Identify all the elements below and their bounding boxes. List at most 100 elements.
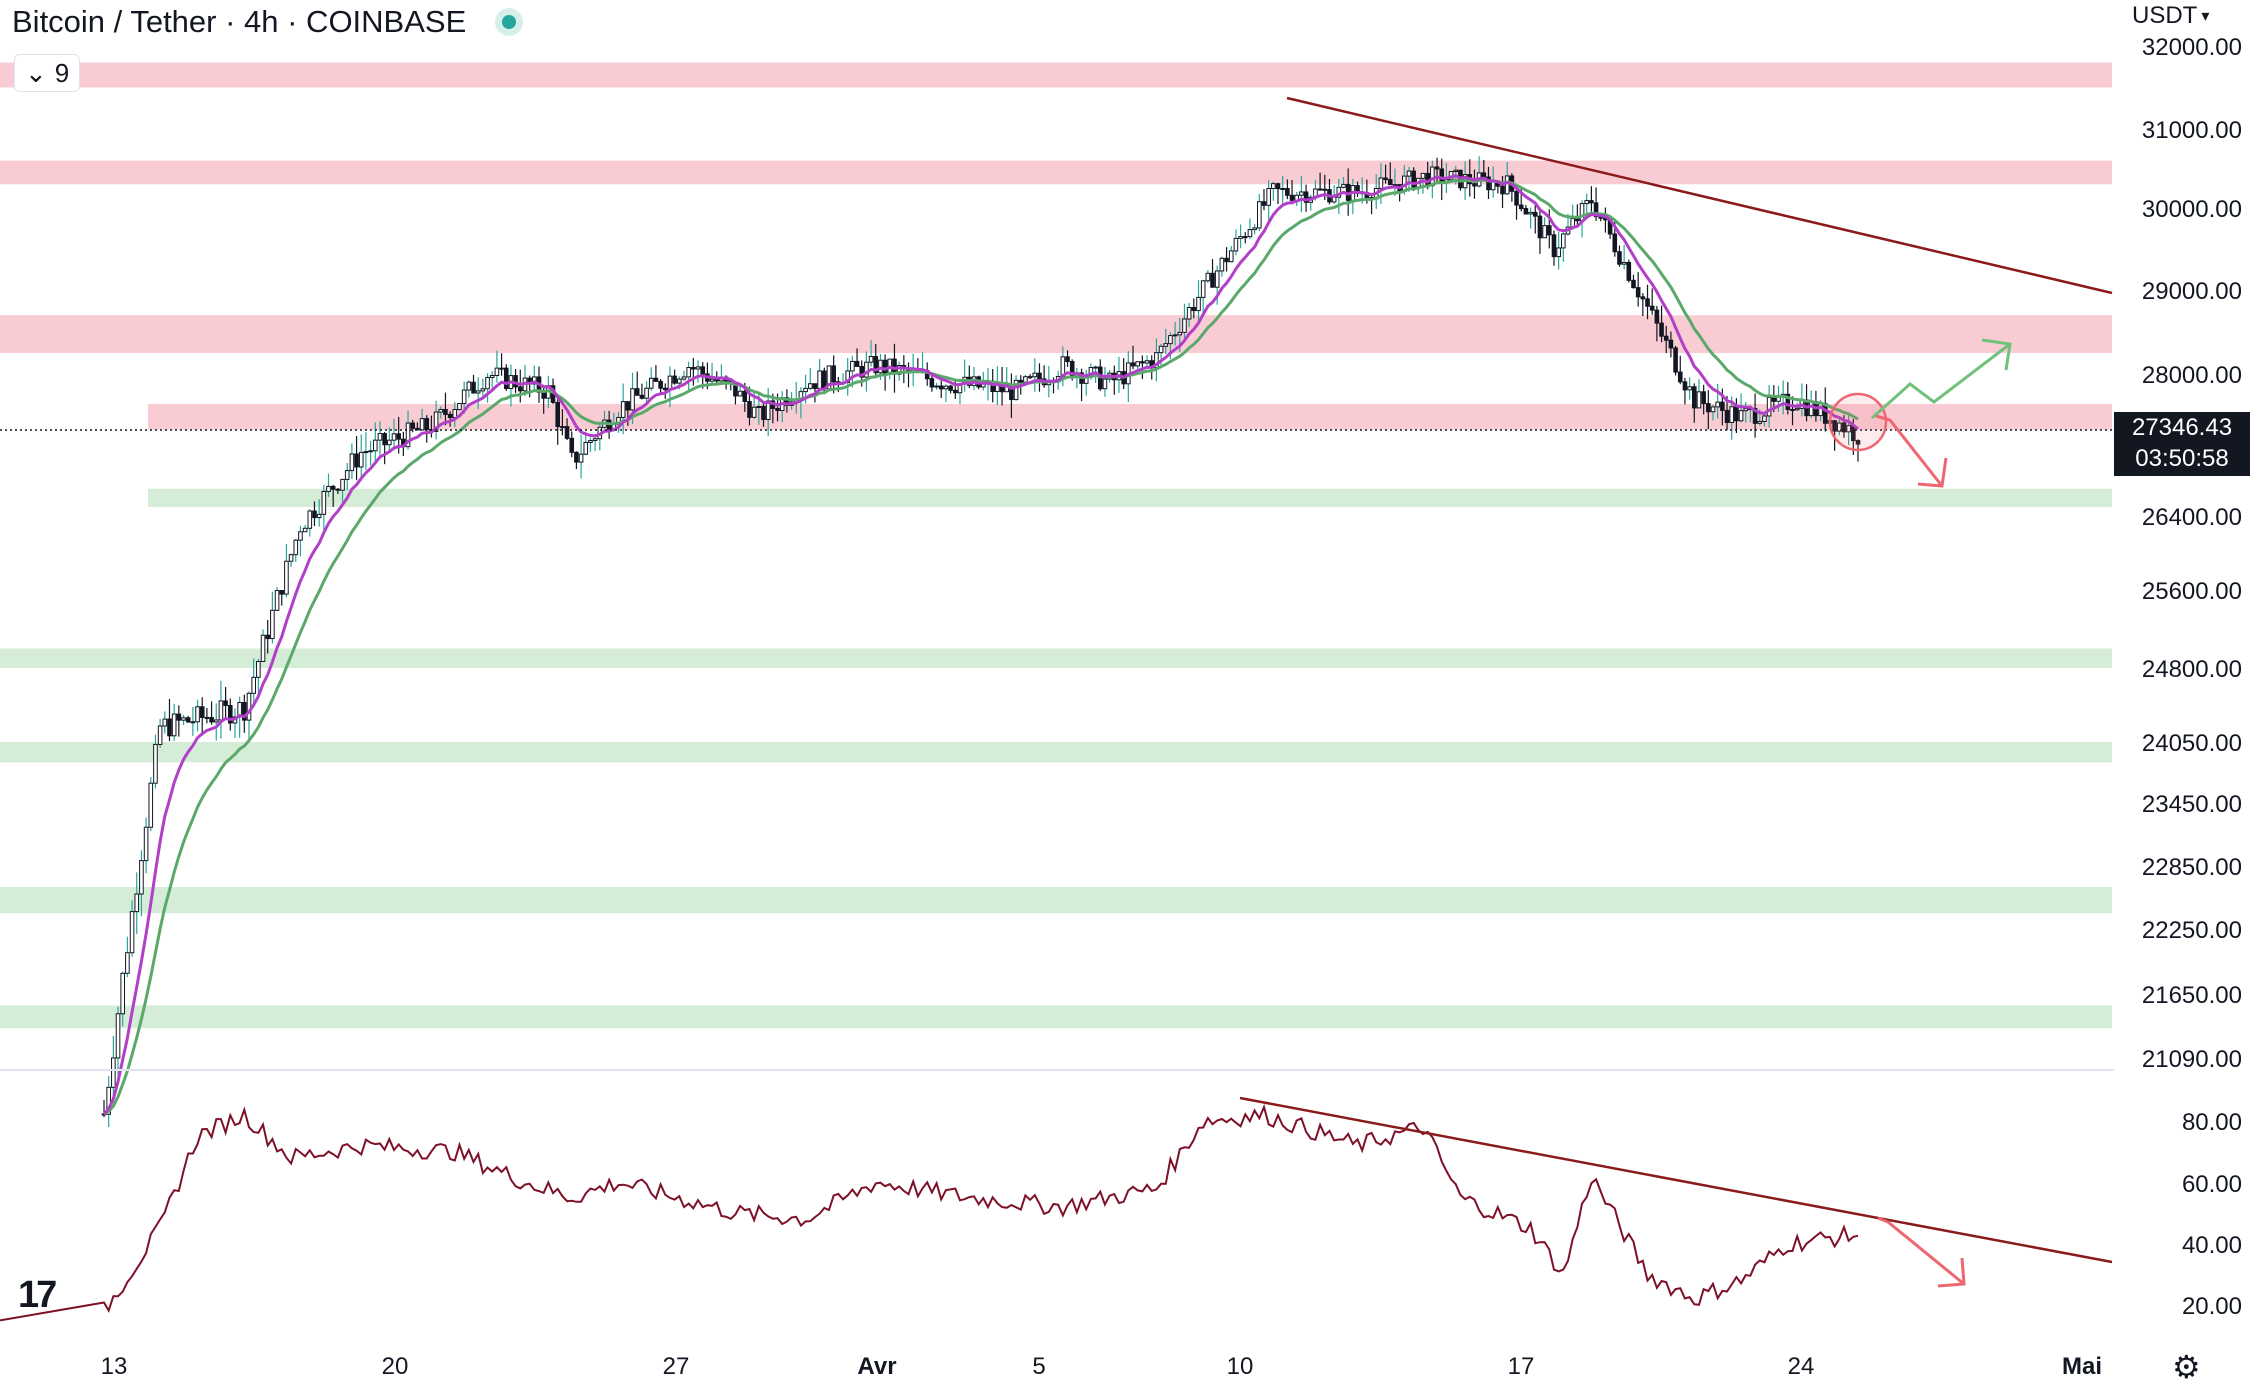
candle-body <box>943 385 949 390</box>
highlight-circle <box>1828 392 1888 452</box>
candle-body <box>1790 408 1795 411</box>
candle-body <box>1546 225 1552 236</box>
support-zone <box>148 488 2112 507</box>
candle-body <box>1032 372 1038 378</box>
candle-body <box>457 402 462 411</box>
candle-body <box>363 451 369 454</box>
x-tick-label: 27 <box>663 1353 690 1380</box>
candle-body <box>1808 401 1814 417</box>
gear-icon[interactable]: ⚙ <box>2172 1349 2201 1385</box>
candle-body <box>1299 191 1304 196</box>
x-tick-label: 17 <box>1508 1353 1535 1380</box>
candle-body <box>1383 177 1388 181</box>
candle-body <box>1210 272 1215 288</box>
candle-body <box>1734 406 1739 422</box>
candle-body <box>648 377 654 389</box>
candle-body <box>223 700 228 707</box>
candle-body <box>162 718 168 727</box>
candle-body <box>265 634 271 640</box>
candle-body <box>667 375 673 391</box>
candle-body <box>630 388 635 411</box>
candle-body <box>148 782 154 828</box>
candle-body <box>1836 422 1842 432</box>
candle-body <box>1191 306 1197 312</box>
candle-body <box>115 1013 121 1059</box>
price-trendline <box>1286 96 2113 295</box>
candle-body <box>1631 279 1636 289</box>
candle-body <box>952 389 958 394</box>
candle-body <box>1163 343 1169 347</box>
candle-body <box>1715 401 1720 408</box>
candle-body <box>129 911 135 954</box>
candle-body <box>1285 188 1290 196</box>
candle-body <box>1242 236 1248 239</box>
resistance-zone <box>0 315 2112 353</box>
x-tick-label: 5 <box>1032 1353 1045 1380</box>
candle-body <box>878 359 883 374</box>
candle-body <box>1406 170 1412 177</box>
candle-body <box>120 972 126 1015</box>
candle-body <box>695 366 701 370</box>
candle-body <box>775 407 780 411</box>
candle-body <box>1696 391 1702 409</box>
candle-body <box>396 433 401 440</box>
candle-body <box>1584 200 1590 205</box>
candle-body <box>447 413 453 419</box>
candle-body <box>634 388 640 396</box>
candle-body <box>139 860 144 895</box>
candle-body <box>817 370 822 389</box>
tradingview-logo-icon[interactable]: 17 <box>18 1274 57 1317</box>
candle-body <box>419 418 425 431</box>
candle-body <box>541 391 546 399</box>
candle-body <box>1177 331 1183 336</box>
symbol-title[interactable]: Bitcoin / Tether · 4h · COINBASE <box>12 4 467 39</box>
candle-body <box>246 692 252 721</box>
candle-body <box>1233 237 1239 252</box>
candle-body <box>461 389 467 404</box>
candle-body <box>1542 225 1547 239</box>
candle-body <box>1766 396 1772 417</box>
candle-body <box>279 590 285 595</box>
x-tick-label: 13 <box>101 1353 128 1380</box>
candle-body <box>1771 396 1777 402</box>
candle-body <box>592 438 598 442</box>
candle-body <box>578 453 584 463</box>
candle-body <box>1144 360 1150 364</box>
x-tick-label: Mai <box>2062 1353 2102 1380</box>
candle-body <box>1228 250 1234 263</box>
candle-body <box>850 360 855 372</box>
candle-body <box>737 390 743 397</box>
candle-body <box>691 367 696 370</box>
support-zone <box>0 1005 2112 1029</box>
candle-body <box>1182 318 1187 333</box>
candle-body <box>1130 362 1136 367</box>
candle-body <box>1743 408 1749 412</box>
candle-body <box>1420 172 1426 179</box>
candle-body <box>438 408 444 413</box>
y-tick-label: 24050.00 <box>2142 730 2242 757</box>
candle-body <box>471 381 476 394</box>
candle-body <box>368 450 373 453</box>
candle-body <box>382 433 387 446</box>
candle-body <box>1626 261 1632 281</box>
candle-body <box>1785 393 1791 410</box>
candle-body <box>1280 188 1285 191</box>
currency-selector[interactable]: USDT ▾ <box>2132 2 2209 30</box>
candle-body <box>1317 188 1323 191</box>
candle-body <box>307 510 313 529</box>
candle-body <box>1593 202 1599 218</box>
bearish-arrow <box>1875 414 1944 487</box>
currency-label: USDT <box>2132 2 2198 29</box>
candle-body <box>532 376 537 385</box>
candle-body <box>1341 183 1346 188</box>
candle-body <box>111 1057 116 1088</box>
candle-body <box>288 554 294 562</box>
y-tick-label: 26400.00 <box>2142 504 2242 531</box>
candle-body <box>443 408 448 415</box>
candle-body <box>1378 177 1384 189</box>
candle-body <box>1561 233 1566 249</box>
candle-body <box>1453 169 1459 173</box>
indicator-count: 9 <box>54 57 70 88</box>
indicators-toggle[interactable]: ⌄ 9 <box>14 54 81 92</box>
